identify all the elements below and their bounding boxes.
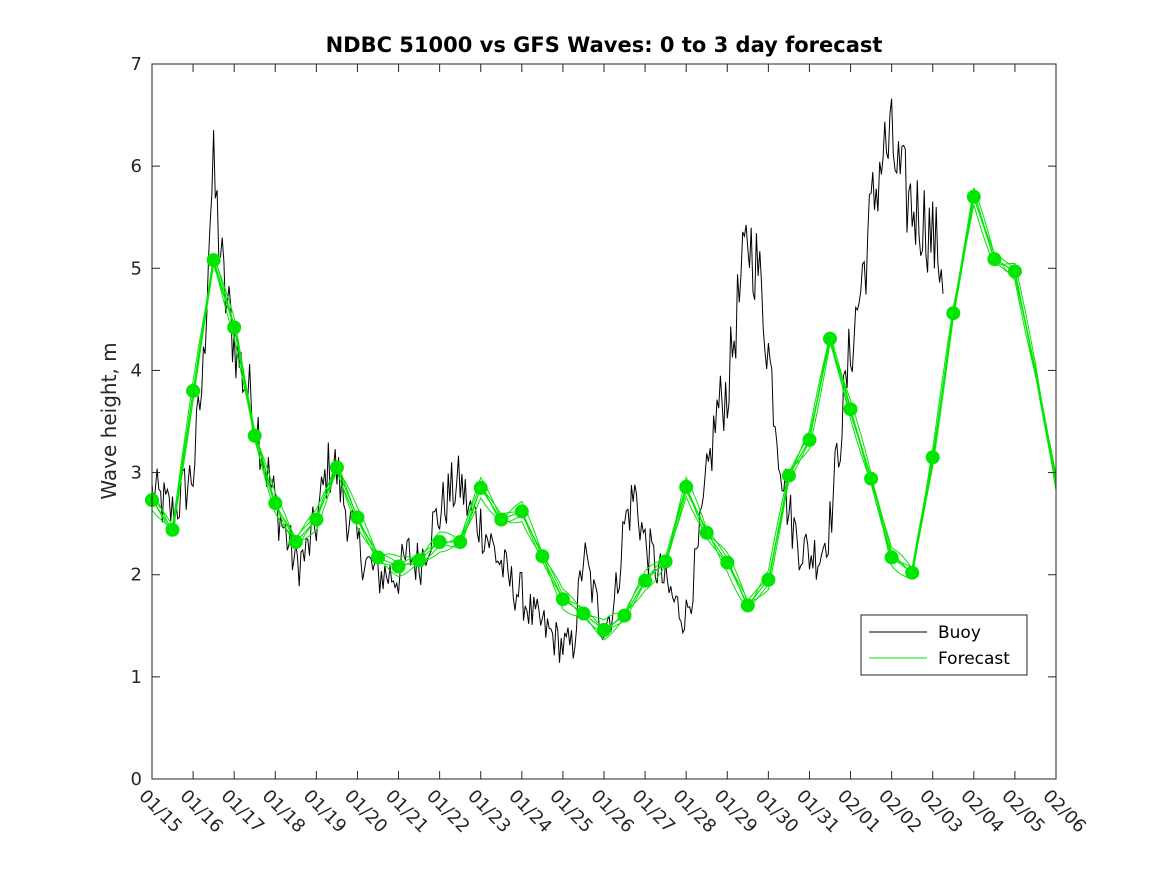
forecast-point [535,549,550,564]
forecast-point [247,428,262,443]
forecast-point [987,252,1002,267]
forecast-point [514,504,529,519]
forecast-point [946,306,961,321]
buoy-series-line [151,98,944,663]
forecast-point [617,608,632,623]
forecast-point [843,402,858,417]
forecast-point [453,535,468,549]
forecast-point [781,468,796,483]
forecast-point [720,555,735,570]
forecast-point [576,606,591,621]
forecast-point [966,189,981,204]
forecast-point [864,471,879,486]
forecast-point [740,598,755,613]
forecast-point [412,553,427,568]
forecast-point [494,512,509,527]
forecast-point [227,320,242,335]
forecast-point [638,573,653,588]
forecast-point [761,572,776,587]
forecast-point [699,525,714,540]
legend-buoy-label: Buoy [938,623,981,643]
forecast-point [802,432,817,447]
forecast-point [350,510,365,525]
legend-forecast-label: Forecast [938,649,1010,669]
forecast-point [884,550,899,565]
series-layer [145,98,1057,663]
forecast-series-line [151,204,1057,621]
y-tick-label: 2 [131,565,142,586]
legend: Buoy Forecast [860,614,1028,676]
forecast-point [371,550,385,565]
forecast-point [288,535,303,549]
y-tick-label: 7 [131,54,142,75]
y-tick-label: 6 [131,156,142,177]
forecast-point [473,480,488,495]
forecast-point [329,460,344,475]
forecast-point [432,535,447,549]
y-tick-label: 3 [131,463,142,484]
y-tick-label: 1 [131,667,142,688]
chart-title: NDBC 51000 vs GFS Waves: 0 to 3 day fore… [326,33,883,57]
y-tick-label: 5 [131,258,142,279]
y-tick-label: 4 [131,360,142,381]
forecast-point [925,450,940,465]
forecast-point [658,554,673,569]
forecast-point [268,496,283,511]
forecast-point [309,512,324,527]
y-axis-label: Wave height, m [97,342,121,499]
forecast-point [391,559,406,574]
y-tick-label: 0 [131,769,142,790]
forecast-point [186,383,201,398]
forecast-point [905,565,920,580]
forecast-point [823,331,837,346]
forecast-point [597,622,611,637]
legend-box [860,614,1028,676]
forecast-point [555,592,570,607]
forecast-point [679,479,694,494]
forecast-point [165,522,180,537]
forecast-point [206,253,221,268]
forecast-series-line [151,187,1057,641]
forecast-point [1007,264,1022,279]
